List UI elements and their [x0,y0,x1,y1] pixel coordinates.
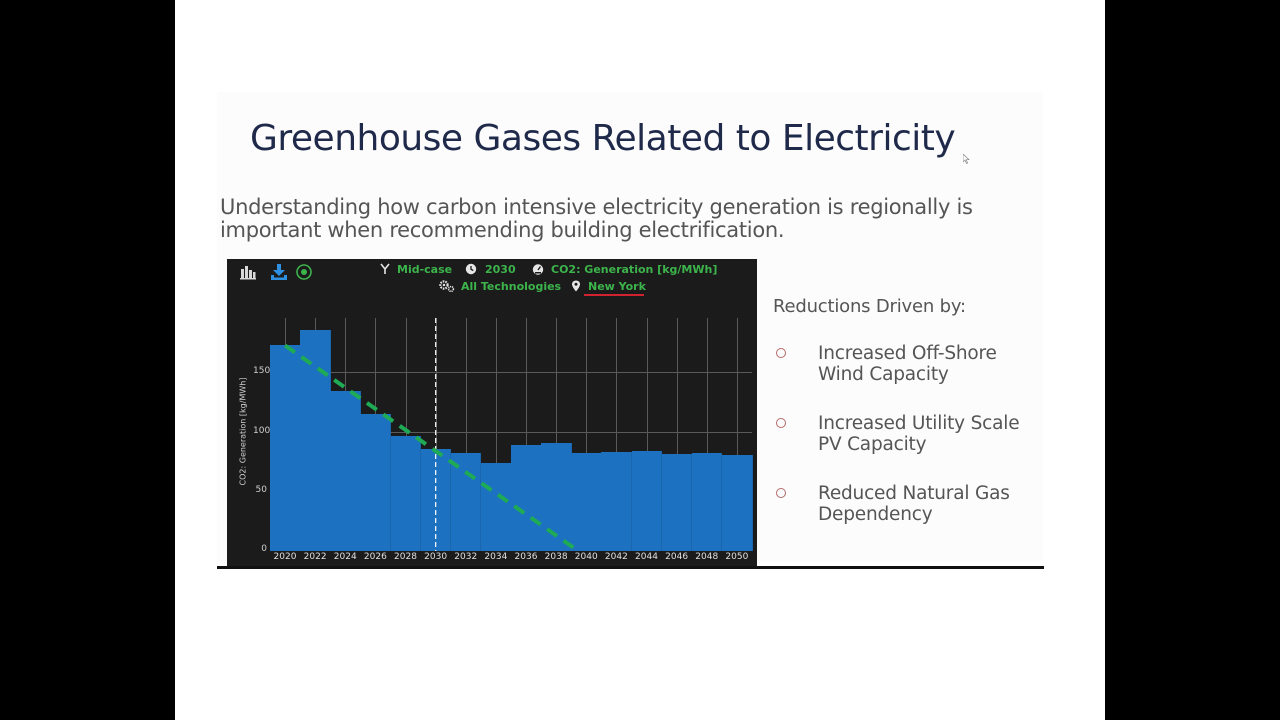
gridline-horizontal [270,431,752,433]
x-tick-2030: 2030 [424,552,448,562]
bottom-divider [217,566,1044,569]
circle-bullet-icon [776,348,786,358]
gears-icon [439,280,455,292]
gridline-vertical [676,318,678,551]
scenario-branch-icon [380,263,390,274]
bar-2042[interactable] [601,451,632,551]
reductions-panel: Reductions Driven by: Increased Off-Shor… [773,296,1073,553]
bullet-text-line: Dependency [818,504,933,525]
gridline-vertical [495,318,497,551]
bullet-text-line: Increased Utility Scale [818,413,1020,434]
x-tick-2044: 2044 [635,552,658,562]
technology-filter[interactable]: All Technologies [461,280,562,293]
x-tick-2038: 2038 [544,552,568,562]
reductions-heading: Reductions Driven by: [773,296,966,317]
download-icon[interactable] [270,263,288,281]
gridline-vertical [526,318,528,551]
bullet-utility-pv: Increased Utility Scale PV Capacity [773,413,1073,455]
slide: Greenhouse Gases Related to Electricity … [175,0,1105,720]
region-selected-underline [584,294,644,296]
chart-annotations [283,318,580,551]
mouse-cursor-icon [963,154,970,164]
circle-bullet-icon [776,418,786,428]
year-filter[interactable]: 2030 [485,263,516,276]
bar-2050[interactable] [721,455,753,551]
x-tick-2048: 2048 [695,552,719,562]
y-tick-100: 100 [253,426,271,436]
x-tick-2040: 2040 [574,552,598,562]
x-tick-2050: 2050 [725,552,749,562]
gauge-icon [532,264,544,275]
bullet-text-line: Wind Capacity [818,364,949,385]
bullet-natural-gas: Reduced Natural Gas Dependency [773,483,1073,525]
bar-chart-icon[interactable] [239,263,257,281]
bullet-offshore-wind: Increased Off-Shore Wind Capacity [773,343,1073,385]
gridline-vertical [616,318,618,551]
slide-title: Greenhouse Gases Related to Electricity [250,118,956,159]
x-tick-2022: 2022 [303,552,327,562]
slide-subtitle: Understanding how carbon intensive elect… [220,195,973,242]
x-tick-2028: 2028 [394,552,417,562]
trend-line [283,343,580,551]
bullet-text-line: PV Capacity [818,434,927,455]
map-pin-icon [572,280,580,292]
bar-2020[interactable] [270,345,301,551]
bullet-text-line: Reduced Natural Gas [818,483,1010,504]
gridline-vertical [646,318,648,551]
x-tick-2036: 2036 [514,552,538,562]
x-tick-2024: 2024 [333,552,357,562]
x-tick-2032: 2032 [454,552,478,562]
gridline-vertical [405,318,407,551]
x-tick-2046: 2046 [665,552,689,562]
y-tick-0: 0 [261,544,267,554]
bullet-text-line: Increased Off-Shore [818,343,997,364]
target-icon[interactable] [295,263,313,281]
bar-2034[interactable] [480,462,512,551]
gridline-vertical [736,318,738,551]
bar-2028[interactable] [390,436,422,551]
chart-widget: Mid-case 2030 CO2: Generation [kg/MWh] A… [227,259,757,566]
bar-2044[interactable] [631,450,663,551]
plot-area [270,318,753,551]
gridline-vertical [706,318,708,551]
gridline-vertical [586,318,588,551]
gridline-vertical [556,318,558,551]
scenario-filter[interactable]: Mid-case [397,263,453,276]
metric-filter[interactable]: CO2: Generation [kg/MWh] [551,263,718,276]
x-tick-2026: 2026 [363,552,387,562]
bar-2038[interactable] [541,443,572,551]
x-tick-2042: 2042 [604,552,628,562]
x-tick-2020: 2020 [273,552,297,562]
region-filter[interactable]: New York [588,280,646,293]
clock-icon [465,263,477,275]
y-axis-label: CO2: Generation [kg/MWh] [238,377,248,486]
x-tick-2034: 2034 [484,552,508,562]
gridline-vertical [465,318,467,551]
y-tick-150: 150 [253,366,271,376]
circle-bullet-icon [776,488,786,498]
gridline-horizontal [270,371,752,373]
bar-2032[interactable] [450,453,482,551]
y-tick-50: 50 [255,485,267,495]
